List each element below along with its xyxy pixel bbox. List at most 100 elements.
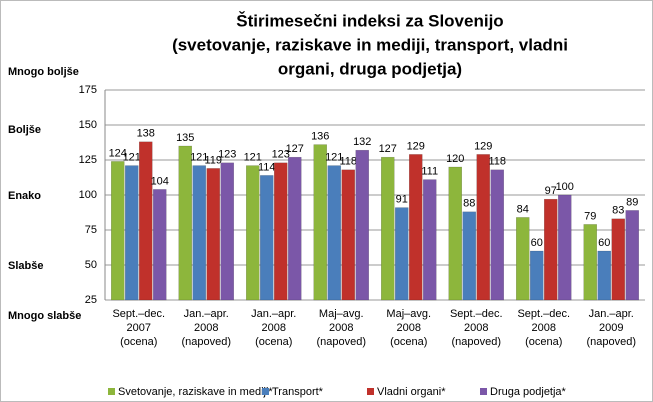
bar xyxy=(260,175,274,301)
x-tick-label: 2008 xyxy=(194,322,218,334)
side-label: Boljše xyxy=(8,124,41,136)
y-tick-label: 50 xyxy=(85,259,97,271)
bar xyxy=(448,166,462,301)
x-tick-label: 2008 xyxy=(262,322,286,334)
legend-swatch xyxy=(480,388,487,395)
legend-label: Transport* xyxy=(272,386,324,398)
chart-title: organi, druga podjetja) xyxy=(278,59,462,78)
data-label: 100 xyxy=(556,181,574,193)
data-label: 118 xyxy=(339,156,357,168)
bar xyxy=(327,165,341,301)
data-label: 89 xyxy=(626,196,638,208)
data-label: 136 xyxy=(311,131,329,143)
x-tick-label: (napoved) xyxy=(586,336,636,348)
bar xyxy=(288,156,302,301)
x-tick-label: 2008 xyxy=(397,322,421,334)
x-tick-label: (ocena) xyxy=(120,336,157,348)
bar xyxy=(139,141,153,301)
data-label: 119 xyxy=(204,154,222,166)
chart-title: (svetovanje, raziskave in mediji, transp… xyxy=(172,35,568,54)
data-label: 88 xyxy=(463,198,475,210)
x-tick-label: Sept.–dec. xyxy=(450,308,503,320)
bar xyxy=(625,210,639,301)
data-label: 111 xyxy=(421,166,438,178)
x-tick-label: 2008 xyxy=(464,322,488,334)
bar xyxy=(462,211,476,301)
legend-swatch xyxy=(367,388,374,395)
data-label: 84 xyxy=(517,203,529,215)
data-label: 124 xyxy=(109,147,127,159)
data-label: 79 xyxy=(584,210,596,222)
bar xyxy=(341,169,355,301)
x-tick-label: (napoved) xyxy=(316,336,366,348)
x-tick-label: Sept.–dec. xyxy=(517,308,570,320)
data-label: 121 xyxy=(244,152,262,164)
data-label: 121 xyxy=(190,152,208,164)
bar xyxy=(476,154,490,301)
data-label: 83 xyxy=(612,205,624,217)
data-label: 118 xyxy=(488,156,506,168)
y-tick-label: 125 xyxy=(79,154,97,166)
data-label: 60 xyxy=(531,237,543,249)
y-tick-label: 100 xyxy=(79,189,97,201)
bar xyxy=(220,162,234,301)
bar xyxy=(544,198,558,301)
data-label: 104 xyxy=(151,175,169,187)
x-tick-label: 2009 xyxy=(599,322,623,334)
data-label: 97 xyxy=(545,185,557,197)
legend-swatch xyxy=(108,388,115,395)
y-tick-label: 25 xyxy=(85,294,97,306)
side-label: Enako xyxy=(8,190,41,202)
legend-label: Druga podjetja* xyxy=(490,386,567,398)
bar xyxy=(206,168,220,301)
bar xyxy=(381,156,395,301)
bar xyxy=(583,224,597,301)
bar xyxy=(125,165,139,301)
side-label: Mnogo boljše xyxy=(8,66,79,78)
bar xyxy=(192,165,206,301)
legend-swatch xyxy=(262,388,269,395)
x-tick-label: (napoved) xyxy=(451,336,501,348)
x-tick-label: (ocena) xyxy=(390,336,427,348)
x-tick-label: Jan.–apr. xyxy=(251,308,296,320)
legend-label: Vladni organi* xyxy=(377,386,446,398)
bar xyxy=(313,144,327,301)
bar xyxy=(111,161,125,301)
bar xyxy=(246,165,260,301)
x-tick-label: (ocena) xyxy=(255,336,292,348)
y-tick-label: 175 xyxy=(79,84,97,96)
x-tick-label: Sept.–dec. xyxy=(112,308,165,320)
bar xyxy=(274,162,288,301)
x-tick-label: Maj–avg. xyxy=(319,308,364,320)
bar xyxy=(153,189,167,301)
x-tick-label: (napoved) xyxy=(181,336,231,348)
data-label: 129 xyxy=(474,140,492,152)
bar xyxy=(423,179,437,301)
data-label: 91 xyxy=(396,194,408,206)
bar xyxy=(178,145,192,301)
data-label: 135 xyxy=(176,132,194,144)
data-label: 123 xyxy=(272,149,290,161)
y-tick-label: 75 xyxy=(85,224,97,236)
x-tick-label: (ocena) xyxy=(525,336,562,348)
x-tick-label: 2007 xyxy=(127,322,151,334)
side-label: Slabše xyxy=(8,260,43,272)
x-tick-label: 2008 xyxy=(532,322,556,334)
bar xyxy=(395,207,409,301)
side-label: Mnogo slabše xyxy=(8,310,81,322)
data-label: 123 xyxy=(218,149,236,161)
bar xyxy=(355,149,369,301)
x-tick-label: Jan.–apr. xyxy=(184,308,229,320)
data-label: 132 xyxy=(353,136,371,148)
data-label: 127 xyxy=(286,143,304,155)
bar xyxy=(530,250,544,301)
chart-title: Štirimesečni indeksi za Slovenijo xyxy=(236,11,503,30)
data-label: 114 xyxy=(258,161,276,173)
data-label: 121 xyxy=(325,152,343,164)
data-label: 60 xyxy=(598,237,610,249)
data-label: 121 xyxy=(123,152,141,164)
bar xyxy=(597,250,611,301)
bar xyxy=(611,218,625,301)
bar xyxy=(409,154,423,301)
